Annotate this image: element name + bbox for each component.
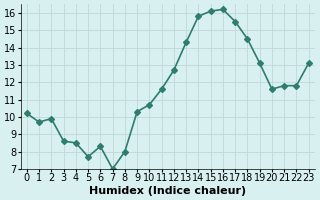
X-axis label: Humidex (Indice chaleur): Humidex (Indice chaleur)	[89, 186, 246, 196]
